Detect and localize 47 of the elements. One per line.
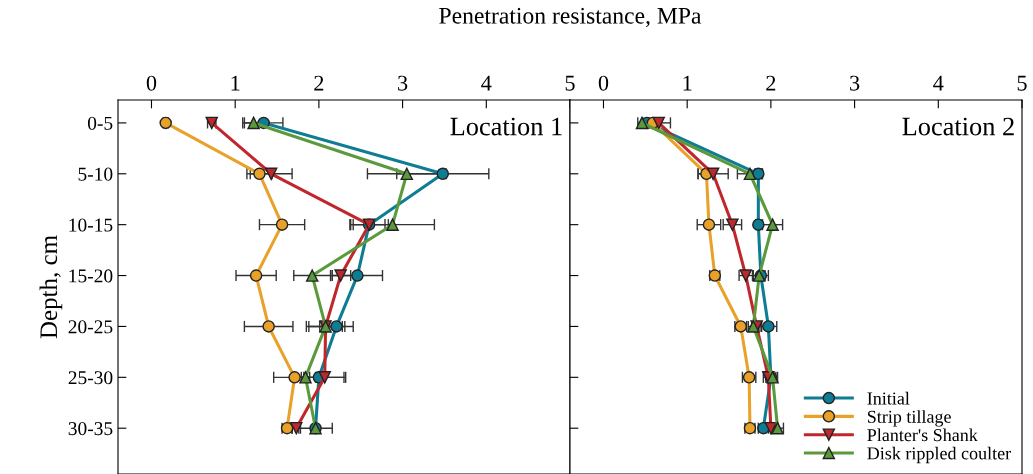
y-tick-label: 10-15	[69, 218, 113, 232]
x-tick-label: 1	[231, 75, 240, 91]
point	[275, 218, 289, 231]
point	[400, 167, 414, 181]
point	[288, 371, 301, 384]
point	[247, 116, 260, 130]
point	[262, 320, 275, 333]
x-tick-label: 5	[565, 75, 575, 91]
legend-label: Initial	[867, 391, 910, 405]
y-tick-label: 25-30	[68, 371, 113, 385]
point	[652, 116, 665, 130]
x-tick-label: 3	[850, 75, 860, 91]
point	[305, 269, 319, 282]
point	[743, 167, 757, 181]
point	[386, 218, 399, 231]
y-tick-label: 0-5	[87, 116, 113, 130]
legend-label: Strip tillage	[867, 410, 951, 427]
point	[330, 320, 343, 333]
x-tick-label: 4	[481, 75, 492, 91]
point	[253, 167, 266, 181]
point	[726, 218, 739, 231]
x-tick-label: 3	[398, 75, 408, 91]
x-tick-label: 0	[598, 75, 609, 91]
text: Location 2	[902, 117, 1014, 136]
x-tick-label: 0	[146, 75, 157, 91]
point	[264, 167, 278, 181]
x-axis-title: Penetration resistance, MPa	[439, 7, 702, 28]
point	[706, 167, 720, 181]
legend-label: Planter's Shank	[867, 428, 978, 442]
point	[249, 269, 263, 282]
x-tick-label: 1	[683, 75, 692, 91]
text: Location 1	[450, 117, 562, 136]
point	[318, 371, 331, 384]
legend-label: Disk rippled coulter	[867, 446, 1012, 464]
x-tick-label: 2	[766, 75, 776, 91]
point	[766, 218, 779, 231]
y-tick-label: 20-25	[68, 320, 113, 334]
y-axis-title: Depth, cm	[39, 235, 63, 339]
point	[436, 167, 450, 181]
y-tick-label: 30-35	[68, 422, 113, 436]
x-tick-label: 2	[314, 75, 324, 91]
x-tick-label: 5	[1017, 75, 1027, 91]
point	[702, 218, 716, 231]
point	[351, 269, 364, 282]
y-tick-label: 5-10	[78, 167, 113, 181]
x-tick-label: 4	[933, 75, 944, 91]
y-tick-label: 15-20	[69, 269, 113, 283]
